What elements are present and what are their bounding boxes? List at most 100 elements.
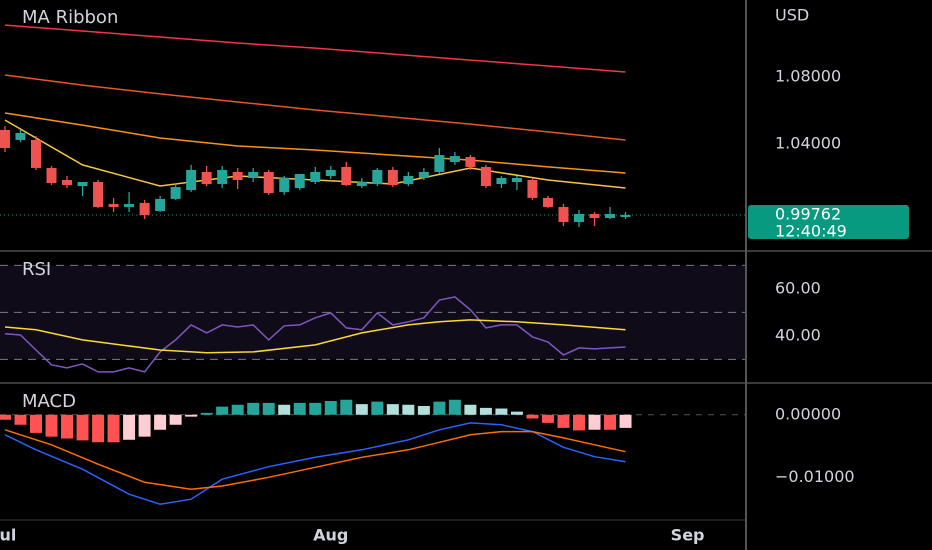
y-tick-label: 40.00 (775, 325, 821, 344)
candle-body (263, 171, 274, 194)
histogram-bar (572, 414, 585, 431)
candle-body (527, 180, 538, 198)
histogram-bar (433, 401, 446, 415)
histogram-bar (154, 414, 167, 430)
x-tick-label: Jul (0, 526, 16, 545)
candle-body (248, 171, 259, 178)
histogram-bar (185, 414, 198, 417)
candle-body (403, 175, 414, 185)
candle-body (124, 203, 135, 207)
histogram-bar (14, 414, 27, 425)
histogram-bar (0, 414, 11, 420)
histogram-bar (138, 414, 151, 437)
candle-body (15, 132, 26, 140)
candle-body (418, 171, 429, 178)
histogram-bar (231, 404, 244, 415)
candle-body (155, 198, 166, 211)
histogram-bar (216, 406, 229, 415)
candle-body (605, 213, 616, 219)
y-tick-label: 60.00 (775, 278, 821, 297)
histogram-bar (324, 401, 337, 415)
histogram-bar (604, 414, 617, 430)
series-line (4, 112, 626, 174)
histogram-bar (495, 408, 508, 415)
y-tick-label: 1.04000 (775, 134, 841, 153)
candle-body (341, 166, 352, 186)
y-tick-label: 1.08000 (775, 67, 841, 86)
candle-body (310, 171, 321, 183)
candle-body (77, 182, 88, 187)
histogram-bar (417, 406, 430, 415)
histogram-bar (45, 414, 58, 437)
candle-body (511, 177, 522, 183)
histogram-bar (340, 399, 353, 415)
histogram-bar (293, 402, 306, 415)
pane-title: MACD (22, 391, 76, 412)
candle-body (465, 157, 476, 167)
currency: USD (775, 6, 809, 25)
histogram-bar (107, 414, 120, 443)
histogram-bar (557, 414, 570, 428)
series-line (4, 429, 626, 490)
histogram-bar (386, 404, 399, 415)
histogram-bar (76, 414, 89, 441)
x-tick-label: Sep (671, 526, 705, 545)
last-price-label: 0.99762 (775, 204, 841, 223)
candle-body (449, 156, 460, 162)
histogram-bar (479, 407, 492, 415)
candle-body (480, 166, 491, 187)
countdown-label: 12:40:49 (775, 221, 847, 240)
candle-body (46, 167, 57, 184)
candle-body (108, 203, 119, 207)
histogram-bar (619, 414, 632, 428)
candle-body (387, 169, 398, 186)
histogram-bar (588, 414, 601, 430)
candle-body (30, 139, 41, 168)
candle-body (372, 169, 383, 185)
candle-body (139, 202, 150, 216)
histogram-bar (371, 401, 384, 415)
series-line (4, 422, 626, 505)
histogram-bar (309, 402, 322, 415)
series-line (4, 296, 626, 373)
pane-title: RSI (22, 259, 51, 280)
candle-body (620, 214, 631, 218)
series-line (4, 74, 626, 141)
histogram-bar (464, 404, 477, 415)
candle-body (201, 171, 212, 185)
histogram-bar (247, 402, 260, 415)
histogram-bar (448, 399, 461, 415)
candle-body (496, 177, 507, 185)
candle-body (0, 129, 10, 149)
candle-body (186, 169, 197, 191)
candle-body (573, 213, 584, 223)
histogram-bar (526, 414, 539, 419)
candle-body (93, 182, 104, 207)
y-tick-label: −0.01000 (775, 467, 855, 486)
histogram-bar (510, 411, 523, 415)
candle-body (217, 169, 228, 185)
candle-body (325, 169, 336, 176)
histogram-bar (355, 404, 368, 415)
y-tick-label: 0.00000 (775, 404, 841, 423)
pane-title: MA Ribbon (22, 7, 118, 28)
candle-body (170, 187, 181, 199)
candle-body (542, 197, 553, 207)
candle-body (62, 180, 73, 186)
candle-body (558, 206, 569, 223)
x-tick-label: Aug (313, 526, 348, 545)
histogram-bar (402, 404, 415, 415)
histogram-bar (92, 414, 105, 443)
histogram-bar (262, 402, 275, 415)
last-price-tag (748, 204, 909, 239)
histogram-bar (169, 414, 182, 425)
series-line (4, 24, 626, 73)
candle-body (434, 155, 445, 172)
histogram-bar (123, 414, 136, 440)
histogram-bar (541, 414, 554, 423)
series-line (4, 319, 626, 354)
candle-body (279, 177, 290, 193)
